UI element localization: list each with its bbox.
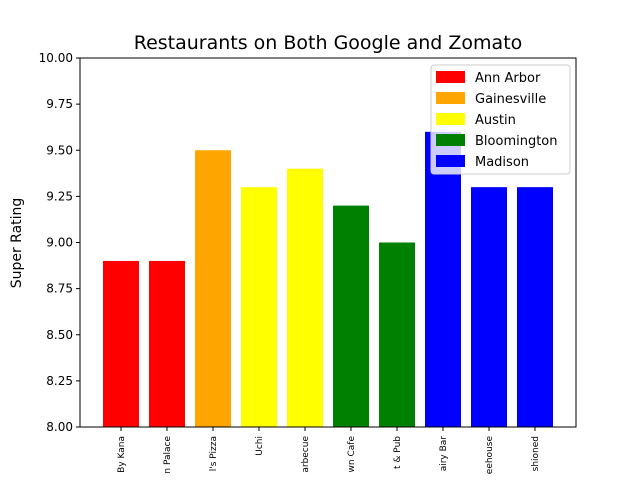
y-tick-label: 8.25 (46, 374, 73, 388)
y-tick-label: 10.00 (39, 51, 73, 65)
bar (333, 205, 369, 427)
bar (241, 187, 277, 427)
legend-box (430, 64, 571, 175)
y-tick-label: 9.25 (46, 189, 73, 203)
chart-title: Restaurants on Both Google and Zomato (134, 32, 523, 54)
x-tick-label: shioned (531, 436, 541, 471)
x-tick-label: n Palace (163, 436, 173, 474)
y-axis-label: Super Rating (9, 198, 25, 289)
bar (379, 242, 415, 427)
x-tick-label: l's Pizza (209, 436, 219, 471)
bar (103, 260, 139, 427)
y-tick-label: 8.00 (46, 420, 73, 434)
x-tick-label: Uchi (255, 436, 265, 456)
bar (195, 150, 231, 427)
y-tick-label: 9.50 (46, 143, 73, 157)
bar (149, 260, 185, 427)
legend-label: Austin (475, 113, 516, 128)
x-tick-label: eehouse (485, 436, 495, 475)
plot-frame (79, 57, 577, 428)
bars-group (103, 131, 553, 428)
legend-swatch (436, 113, 465, 125)
legend-swatch (436, 92, 465, 104)
legend-label: Gainesville (475, 92, 546, 107)
bar (471, 187, 507, 427)
y-tick-label: 9.00 (46, 236, 73, 250)
y-tick-label: 8.50 (46, 328, 73, 342)
x-tick-label: t & Pub (393, 436, 403, 469)
legend-swatch (436, 71, 465, 83)
legend: Ann Arbor Gainesville Austin Bloomington Mad… (430, 64, 571, 175)
x-tick-label: airy Bar (439, 436, 449, 472)
bar (287, 168, 323, 427)
legend-swatch (436, 134, 465, 146)
x-tick-label: wn Cafe (347, 436, 357, 473)
bar (425, 131, 461, 428)
legend-label: Madison (475, 155, 529, 170)
legend-swatch (436, 155, 465, 167)
y-tick-label: 8.75 (46, 282, 73, 296)
x-tick-label: By Kana (117, 436, 127, 473)
x-tick-label: arbecue (301, 436, 311, 473)
y-tick-label: 9.75 (46, 97, 73, 111)
bar (517, 187, 553, 427)
y-axis-ticks: 8.00 8.25 8.50 8.75 9.00 9.25 9.50 9.75 10.00 (39, 51, 80, 434)
legend-label: Bloomington (475, 134, 558, 149)
x-axis-ticks: By Kana n Palace l's Pizza Uchi arbecue wn Ca… (117, 427, 541, 474)
legend-label: Ann Arbor (475, 71, 541, 86)
